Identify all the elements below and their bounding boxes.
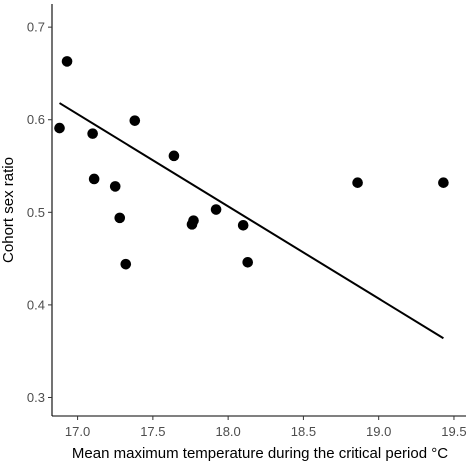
x-tick-label: 19.0 [366,424,391,439]
data-point [114,212,126,224]
data-point [129,115,141,126]
x-tick-label: 18.5 [291,424,316,439]
data-point [210,204,222,215]
y-tick-label: 0.4 [27,297,45,312]
data-point [88,173,100,185]
regression-line [59,102,444,340]
y-axis-title: Cohort sex ratio [0,157,17,263]
y-axis-ticks: 0.3 0.4 0.5 0.6 0.7 [27,20,52,405]
x-tick-label: 19.5 [441,424,466,439]
x-axis-title: Mean maximum temperature during the crit… [72,445,448,462]
data-point [188,215,199,226]
data-point [120,258,132,270]
data-point [242,257,254,268]
y-tick-label: 0.5 [27,205,45,220]
x-tick-label: 18.0 [215,424,240,439]
y-tick-label: 0.6 [27,112,45,127]
x-axis-ticks: 17.0 17.5 18.0 18.5 19.0 19.5 [65,416,467,439]
data-point [61,56,73,67]
y-tick-label: 0.3 [27,390,45,405]
axes [51,4,466,417]
data-point [352,177,363,188]
data-point [438,177,449,188]
data-point [54,122,65,134]
data-point [237,219,249,231]
trend-line-layer [59,102,444,340]
x-tick-label: 17.0 [65,424,90,439]
data-point [87,128,98,139]
x-tick-label: 17.5 [140,424,165,439]
data-point [109,181,121,192]
y-tick-label: 0.7 [27,20,45,35]
data-points [54,56,449,270]
data-point [168,150,180,162]
